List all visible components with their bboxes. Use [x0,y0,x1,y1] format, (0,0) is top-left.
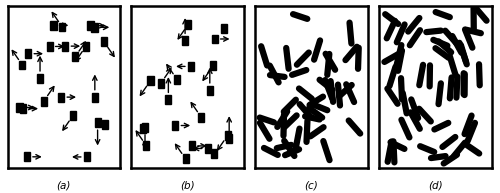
Bar [102,120,108,129]
Bar [172,121,178,130]
Bar [206,86,213,95]
Bar [144,141,150,150]
Text: (d): (d) [428,181,442,191]
Bar [24,152,30,161]
Text: (a): (a) [56,181,71,191]
Bar [25,49,32,58]
Bar [84,152,90,161]
Bar [72,52,78,61]
Bar [185,20,192,29]
Bar [20,104,26,113]
Bar [204,144,211,153]
Bar [88,21,94,30]
Bar [83,42,89,51]
Bar [59,23,66,31]
Bar [142,123,148,132]
Bar [37,74,43,83]
Bar [198,113,204,122]
Text: (c): (c) [304,181,318,191]
Bar [92,93,98,102]
Bar [92,23,98,32]
Bar [166,95,172,104]
Bar [16,103,22,112]
Bar [226,134,232,143]
Bar [210,61,216,70]
Bar [20,61,26,69]
Text: (b): (b) [180,181,194,191]
Bar [94,118,100,127]
Bar [58,93,64,102]
Bar [182,154,188,163]
Bar [70,111,76,120]
Bar [224,131,231,140]
Bar [50,21,56,30]
Bar [188,62,194,71]
Bar [220,24,227,33]
Bar [140,124,146,133]
Bar [62,42,68,51]
Bar [189,141,195,150]
Bar [148,76,154,85]
Bar [210,149,216,158]
Bar [40,97,47,106]
Bar [101,37,107,46]
Bar [46,42,53,51]
Bar [174,75,180,84]
Bar [212,35,218,43]
Bar [158,79,164,88]
Bar [182,36,188,45]
